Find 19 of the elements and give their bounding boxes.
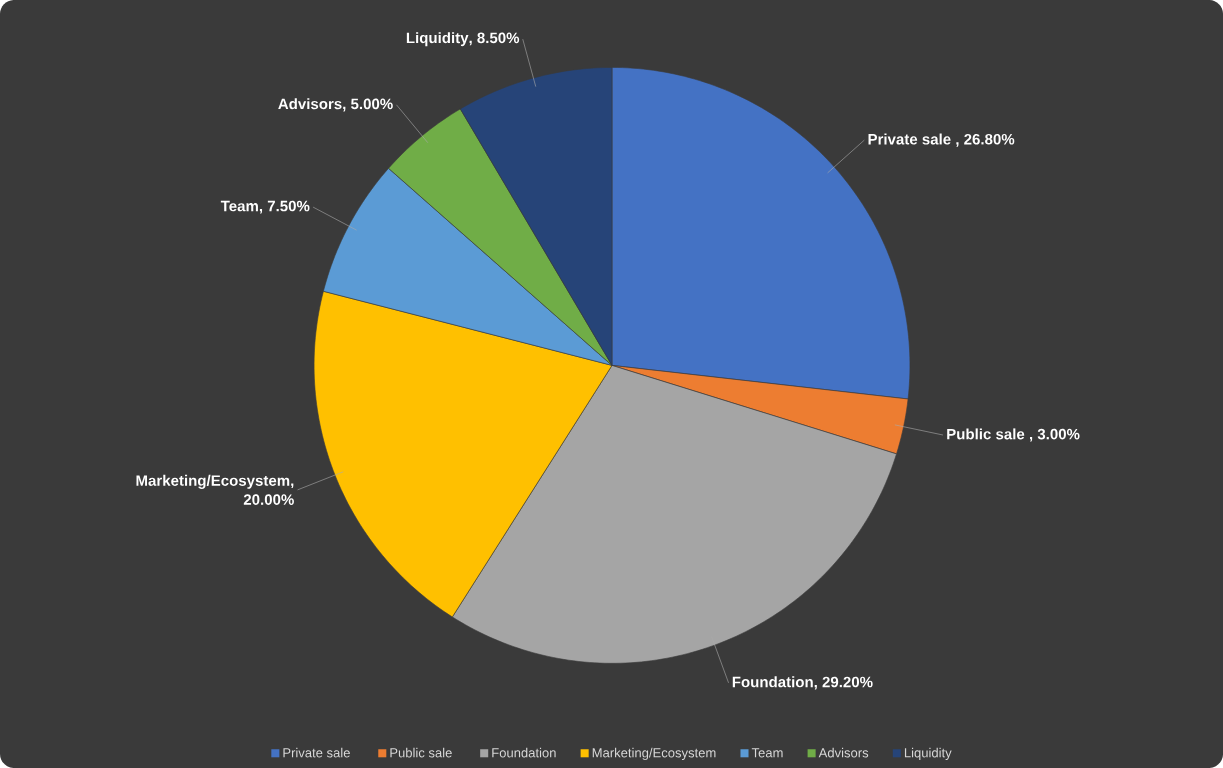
data-label: , 7.50% bbox=[259, 200, 310, 214]
data-label: , 5.00% bbox=[343, 98, 393, 112]
slice-label: Team bbox=[220, 200, 258, 212]
legend-label: Team bbox=[751, 748, 783, 758]
data-label: , 3.00% bbox=[1029, 428, 1080, 442]
slice-label: Advisors bbox=[278, 98, 342, 110]
slice-label: Liquidity bbox=[406, 32, 469, 47]
data-label: , 29.20% bbox=[814, 676, 873, 690]
slice-label: Public sale bbox=[947, 428, 1025, 440]
legend-label: Foundation bbox=[492, 747, 556, 758]
legend-label: Liquidity bbox=[904, 747, 952, 760]
data-label: , 26.80% bbox=[956, 133, 1015, 147]
legend-label: Marketing/Ecosystem bbox=[592, 747, 716, 760]
legend-label: Public sale bbox=[390, 747, 452, 758]
data-label: , 8.50% bbox=[469, 32, 520, 46]
legend-label: Private sale bbox=[283, 747, 350, 758]
legend-label: Advisors bbox=[818, 747, 869, 758]
slice-label: Foundation bbox=[732, 676, 813, 688]
slice-label: Private sale bbox=[868, 133, 951, 145]
